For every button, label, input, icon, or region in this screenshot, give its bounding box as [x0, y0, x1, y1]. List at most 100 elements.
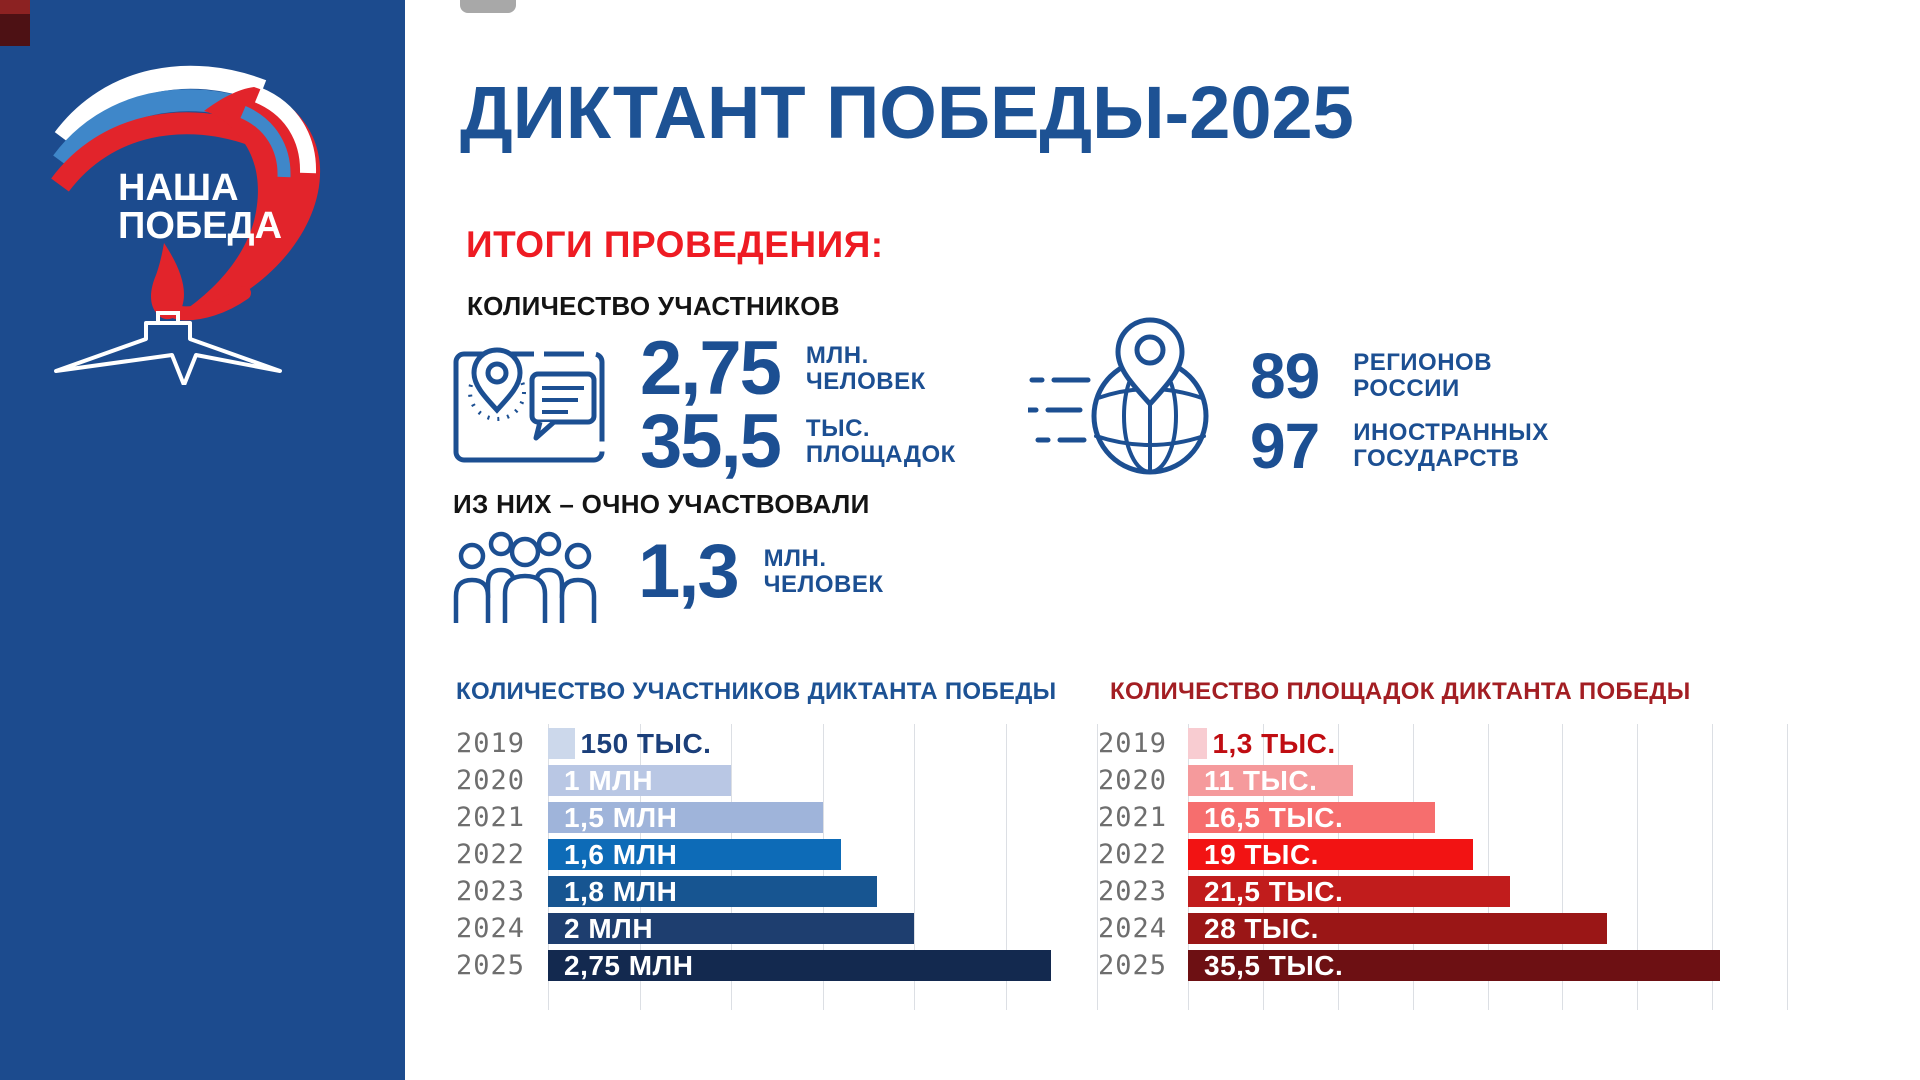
bar: 2 МЛН: [548, 913, 914, 944]
chart-row: 2022 1,6 МЛН: [456, 839, 1176, 870]
label-line: РЕГИОНОВ: [1353, 349, 1493, 376]
chart-row: 2024 28 ТЫС.: [1098, 913, 1818, 944]
venues-stat: 35,5 ТЫС. ПЛОЩАДОК: [640, 404, 956, 480]
logo-text-line1: НАША: [118, 167, 239, 209]
sidebar: НАША ПОБЕДА: [0, 0, 405, 1080]
bar: 2,75 МЛН: [548, 950, 1052, 981]
unit-line: ПЛОЩАДОК: [805, 441, 956, 468]
dotted-circle: [468, 363, 526, 421]
flag-band-red: [51, 112, 262, 192]
logo-text-line2: ПОБЕДА: [118, 205, 282, 247]
bar: 28 ТЫС.: [1188, 913, 1608, 944]
gridline: [1787, 724, 1788, 1010]
unit-line: ЧЕЛОВЕК: [763, 571, 884, 598]
bar-label: 1,8 МЛН: [564, 876, 678, 907]
chart-row: 2021 1,5 МЛН: [456, 802, 1176, 833]
chart-row: 2022 19 ТЫС.: [1098, 839, 1818, 870]
page-title: ДИКТАНТ ПОБЕДЫ-2025: [460, 71, 1354, 154]
unit-line: МЛН.: [763, 545, 827, 572]
participants-stat: 2,75 МЛН. ЧЕЛОВЕК: [640, 331, 926, 407]
participants-chart-title: КОЛИЧЕСТВО УЧАСТНИКОВ ДИКТАНТА ПОБЕДЫ: [456, 678, 1057, 705]
label-line: РОССИИ: [1353, 375, 1460, 402]
people-group-icon: [453, 531, 597, 623]
participants-count-label: КОЛИЧЕСТВО УЧАСТНИКОВ: [467, 291, 840, 321]
gridline: [1097, 724, 1098, 1010]
label-line: ИНОСТРАННЫХ: [1353, 419, 1549, 446]
monument-icon: [54, 321, 282, 385]
offline-unit: МЛН. ЧЕЛОВЕК: [764, 546, 884, 598]
bar-label: 28 ТЫС.: [1204, 913, 1319, 944]
participants-value: 2,75: [640, 326, 782, 411]
bar-label: 1,3 ТЫС.: [1212, 728, 1336, 759]
unit-line: ЧЕЛОВЕК: [805, 368, 926, 395]
participants-bar-chart: 2019 150 ТЫС. 2020 1 МЛН 2021 1,5 МЛН 2022 1,6 …: [456, 724, 1176, 1010]
chart-row: 2020 11 ТЫС.: [1098, 765, 1818, 796]
year-label: 2023: [1098, 876, 1168, 907]
chart-row: 2023 21,5 ТЫС.: [1098, 876, 1818, 907]
offline-value: 1,3: [638, 529, 740, 614]
unit-line: ТЫС.: [805, 415, 871, 442]
flame-icon: [151, 243, 184, 320]
year-label: 2019: [456, 728, 526, 759]
flag-band-white: [54, 65, 267, 147]
bar-label: 1,5 МЛН: [564, 802, 678, 833]
offline-stat: 1,3 МЛН. ЧЕЛОВЕК: [638, 534, 884, 610]
participants-unit: МЛН. ЧЕЛОВЕК: [806, 343, 926, 395]
globe-pin-icon: [1028, 317, 1209, 475]
bar-label: 21,5 ТЫС.: [1204, 876, 1344, 907]
bar-label: 16,5 ТЫС.: [1204, 802, 1344, 833]
gridline: [914, 724, 915, 1010]
year-label: 2025: [456, 950, 526, 981]
year-label: 2020: [1098, 765, 1168, 796]
year-label: 2021: [1098, 802, 1168, 833]
regions-label: РЕГИОНОВ РОССИИ: [1353, 350, 1492, 402]
bar: 1,6 МЛН: [548, 839, 841, 870]
offline-participants-label: ИЗ НИХ – ОЧНО УЧАСТВОВАЛИ: [453, 489, 870, 519]
bar-label: 11 ТЫС.: [1204, 765, 1318, 796]
year-label: 2022: [456, 839, 526, 870]
year-label: 2023: [456, 876, 526, 907]
screen-artifact: [460, 0, 516, 13]
regions-stat: 89 РЕГИОНОВ РОССИИ: [1250, 344, 1492, 408]
bar-label: 2 МЛН: [564, 913, 654, 944]
bar-label: 19 ТЫС.: [1204, 839, 1319, 870]
bar-label: 150 ТЫС.: [580, 728, 712, 759]
gridline: [1005, 724, 1007, 1010]
countries-stat: 97 ИНОСТРАННЫХ ГОСУДАРСТВ: [1250, 414, 1549, 478]
bar: [1188, 728, 1208, 759]
corner-artifact: [0, 0, 30, 46]
chart-row: 2019 150 ТЫС.: [456, 728, 1176, 759]
year-label: 2025: [1098, 950, 1168, 981]
bar: 19 ТЫС.: [1188, 839, 1473, 870]
bar: 1,8 МЛН: [548, 876, 878, 907]
year-label: 2024: [456, 913, 526, 944]
map-location-icon: [453, 347, 605, 463]
bar: 11 ТЫС.: [1188, 765, 1353, 796]
bar: 16,5 ТЫС.: [1188, 802, 1436, 833]
countries-value: 97: [1250, 410, 1320, 482]
venues-chart-title: КОЛИЧЕСТВО ПЛОЩАДОК ДИКТАНТА ПОБЕДЫ: [1110, 678, 1691, 705]
gridline: [1712, 724, 1714, 1010]
heart-lobe: [184, 87, 321, 312]
bar: 1,5 МЛН: [548, 802, 823, 833]
regions-value: 89: [1250, 340, 1320, 412]
bar: 21,5 ТЫС.: [1188, 876, 1510, 907]
unit-line: МЛН.: [805, 342, 869, 369]
chart-row: 2025 35,5 ТЫС.: [1098, 950, 1818, 981]
year-label: 2020: [456, 765, 526, 796]
year-label: 2022: [1098, 839, 1168, 870]
bar: [548, 728, 576, 759]
chart-row: 2020 1 МЛН: [456, 765, 1176, 796]
venues-value: 35,5: [640, 399, 782, 484]
label-line: ГОСУДАРСТВ: [1353, 445, 1520, 472]
chart-row: 2025 2,75 МЛН: [456, 950, 1176, 981]
venues-bar-chart: 2019 1,3 ТЫС. 2020 11 ТЫС. 2021 16,5 ТЫС. 2022…: [1098, 724, 1818, 1010]
bar-label: 1,6 МЛН: [564, 839, 678, 870]
chart-row: 2023 1,8 МЛН: [456, 876, 1176, 907]
year-label: 2021: [456, 802, 526, 833]
gridline: [1562, 724, 1564, 1010]
monument-notch: [156, 311, 180, 323]
chart-row: 2019 1,3 ТЫС.: [1098, 728, 1818, 759]
results-heading: ИТОГИ ПРОВЕДЕНИЯ:: [466, 224, 884, 265]
